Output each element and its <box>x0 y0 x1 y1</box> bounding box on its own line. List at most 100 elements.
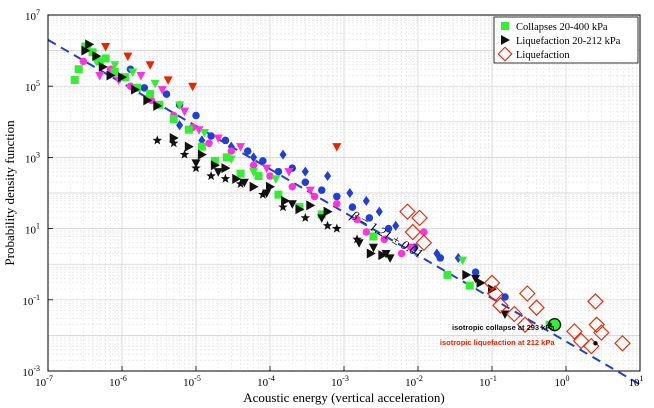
data-point <box>476 277 486 288</box>
data-point <box>411 209 428 227</box>
data-point <box>207 132 215 140</box>
y-tick-label: 10-3 <box>22 364 40 379</box>
data-point <box>381 249 391 259</box>
data-point <box>259 157 267 165</box>
data-point <box>110 61 120 70</box>
data-point <box>593 341 598 346</box>
x-tick-label: 10-7 <box>35 374 53 389</box>
data-point <box>399 203 416 220</box>
data-point <box>614 335 631 352</box>
data-point <box>79 57 88 66</box>
data-point <box>375 206 383 217</box>
data-point <box>458 256 468 266</box>
data-point <box>95 57 104 66</box>
data-point <box>222 153 231 162</box>
data-point <box>110 68 119 77</box>
data-point <box>462 269 472 280</box>
data-point <box>404 223 422 241</box>
x-axis-label: Acoustic energy (vertical acceleration) <box>243 390 445 405</box>
data-point <box>249 161 258 170</box>
data-point <box>365 214 374 222</box>
data-point <box>95 71 105 81</box>
data-point <box>362 228 371 236</box>
legend-label: Liquefaction <box>516 50 570 61</box>
data-point <box>332 223 342 233</box>
data-point <box>213 168 223 177</box>
data-point <box>145 61 155 70</box>
data-point <box>210 156 219 165</box>
data-point <box>465 281 474 290</box>
legend-label: Collapses 20-400 kPa <box>516 22 608 33</box>
data-point <box>366 248 376 259</box>
data-point <box>305 186 315 196</box>
data-point <box>250 152 258 163</box>
data-point <box>169 114 178 123</box>
data-point <box>175 101 185 110</box>
data-point <box>239 178 249 188</box>
fit-line <box>47 39 641 386</box>
data-point <box>205 139 213 147</box>
data-point <box>528 299 545 316</box>
legend-marker <box>501 22 509 30</box>
data-point <box>74 65 83 74</box>
data-point <box>295 204 305 215</box>
annotation-isotropic-collapse: isotropic collapse at 293 kPa <box>452 323 555 332</box>
data-point <box>310 192 319 201</box>
data-point <box>271 175 281 184</box>
data-point <box>191 159 201 168</box>
data-point <box>184 125 193 134</box>
data-point <box>306 200 316 211</box>
data-point <box>188 82 198 92</box>
data-point <box>221 163 231 174</box>
data-point <box>101 54 110 63</box>
data-point <box>179 149 190 159</box>
x-tick-label: 10-5 <box>183 374 201 389</box>
data-point <box>566 323 583 340</box>
x-tick-label: 10-3 <box>331 374 349 389</box>
data-point <box>471 274 481 284</box>
data-point <box>262 164 272 174</box>
grid <box>47 15 640 372</box>
y-axis-label: Probability density function <box>2 120 17 266</box>
data-point <box>206 171 216 181</box>
data-point <box>380 235 389 244</box>
data-point <box>353 215 361 224</box>
data-point <box>333 199 341 208</box>
y-tick-label: 103 <box>25 150 40 165</box>
data-point <box>324 171 332 182</box>
series-triangle-down-ee2200 <box>101 43 342 152</box>
data-point <box>101 43 111 52</box>
y-tick-label: 107 <box>25 8 40 23</box>
data-point <box>236 143 246 152</box>
x-tick-label: 100 <box>555 374 570 389</box>
data-point <box>262 189 272 198</box>
data-point <box>235 178 246 188</box>
data-point <box>184 141 194 152</box>
data-point <box>162 90 171 98</box>
data-point <box>197 142 206 151</box>
data-point <box>454 252 462 263</box>
data-point <box>588 316 605 333</box>
series-triangle-right-111111 <box>81 39 497 295</box>
data-point <box>301 178 310 187</box>
data-point <box>176 120 184 131</box>
data-point <box>516 316 534 333</box>
data-point <box>587 293 604 310</box>
data-point <box>281 195 291 206</box>
data-point <box>136 71 146 81</box>
data-point <box>322 220 333 230</box>
data-point <box>85 39 95 50</box>
data-point <box>152 135 163 145</box>
data-point <box>210 160 220 171</box>
data-point <box>169 133 179 144</box>
series-dot-111111 <box>547 322 598 346</box>
data-point <box>288 182 297 191</box>
x-tick-label: 10-6 <box>109 374 127 389</box>
series-triangle-down-111111 <box>191 159 510 319</box>
data-point <box>150 79 160 89</box>
data-point <box>415 234 433 252</box>
data-point <box>213 134 223 144</box>
data-point <box>392 220 400 231</box>
data-point <box>123 52 133 62</box>
data-point <box>354 239 364 248</box>
